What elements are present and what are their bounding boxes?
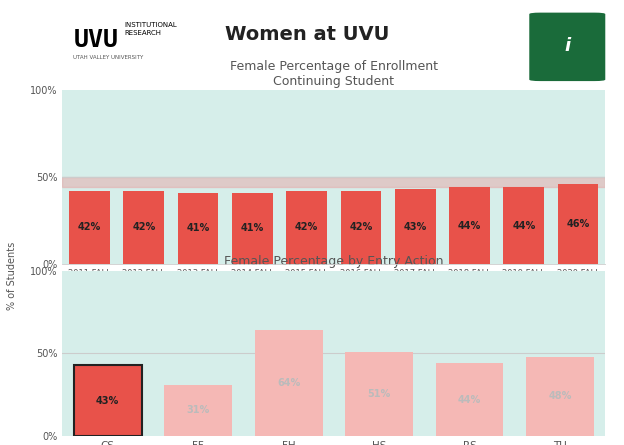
- Bar: [504, 187, 544, 264]
- Text: Women at UVU: Women at UVU: [225, 25, 389, 44]
- Text: 41%: 41%: [187, 223, 210, 233]
- Bar: [286, 191, 327, 264]
- Text: 64%: 64%: [277, 378, 300, 388]
- Bar: [69, 191, 110, 264]
- Text: 31%: 31%: [187, 405, 210, 416]
- Text: UTAH VALLEY UNIVERSITY: UTAH VALLEY UNIVERSITY: [73, 55, 144, 60]
- Bar: [436, 363, 504, 436]
- Title: Female Percentage of Enrollment
Continuing Student: Female Percentage of Enrollment Continui…: [230, 60, 438, 88]
- Bar: [232, 193, 273, 264]
- Bar: [178, 193, 218, 264]
- Text: 46%: 46%: [567, 219, 590, 229]
- Bar: [341, 191, 381, 264]
- Bar: [164, 385, 232, 436]
- FancyBboxPatch shape: [529, 12, 605, 81]
- Bar: [124, 191, 164, 264]
- Text: 42%: 42%: [349, 222, 373, 232]
- Text: 42%: 42%: [78, 222, 101, 232]
- Bar: [449, 187, 490, 264]
- Text: 48%: 48%: [548, 392, 572, 401]
- Text: i: i: [564, 37, 570, 55]
- Text: 44%: 44%: [458, 221, 481, 231]
- Text: 44%: 44%: [512, 221, 535, 231]
- Text: INSTITUTIONAL
RESEARCH: INSTITUTIONAL RESEARCH: [125, 22, 178, 36]
- Text: 43%: 43%: [404, 222, 427, 231]
- Title: Female Percentage by Entry Action: Female Percentage by Entry Action: [224, 255, 444, 268]
- Bar: [558, 184, 598, 264]
- Text: 42%: 42%: [132, 222, 155, 232]
- Text: UVU: UVU: [73, 28, 119, 52]
- Bar: [255, 330, 323, 436]
- Text: % of Students: % of Students: [7, 242, 17, 310]
- Bar: [526, 357, 594, 436]
- Bar: [62, 177, 605, 187]
- Text: 42%: 42%: [295, 222, 318, 232]
- Text: 51%: 51%: [368, 389, 391, 399]
- Bar: [74, 365, 142, 436]
- Text: 41%: 41%: [241, 223, 264, 233]
- Text: 44%: 44%: [458, 395, 481, 405]
- Text: 43%: 43%: [96, 396, 119, 405]
- Bar: [395, 189, 436, 264]
- Bar: [345, 352, 413, 436]
